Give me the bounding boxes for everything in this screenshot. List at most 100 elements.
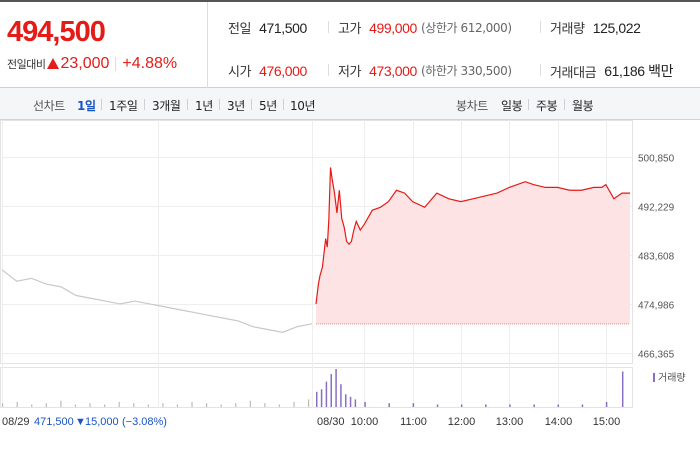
prev-volume-bar <box>118 401 120 407</box>
period-tab-3y[interactable]: 3년 <box>227 99 245 113</box>
prev-day-series <box>1 269 313 333</box>
price-change-rate: +4.88% <box>122 55 178 72</box>
volume-bar <box>354 399 357 407</box>
candle-tab-daily[interactable]: 일봉 <box>501 99 523 113</box>
divider <box>115 57 117 71</box>
volume-bar <box>388 403 390 407</box>
price-area-fill <box>316 167 630 324</box>
volume-bar <box>605 401 608 407</box>
plot-frame <box>0 120 633 364</box>
stat-amount: 거래대금 61,186 백만 <box>550 61 674 81</box>
quote-header: 494,500 전일대비 23,000 +4.88% 전일 471,500 고가… <box>0 0 700 88</box>
x-tick-label: 11:00 <box>400 416 427 428</box>
volume-bar <box>335 369 337 407</box>
footer-change: 15,000 <box>85 416 119 428</box>
stat-value: 473,000 <box>369 62 417 79</box>
period-tab-1d[interactable]: 1일 <box>77 99 96 113</box>
volume-legend-swatch <box>653 373 655 382</box>
volume-bar <box>349 396 352 407</box>
current-price: 494,500 <box>7 16 106 48</box>
period-tab-1w[interactable]: 1주일 <box>109 99 138 113</box>
divider <box>219 99 220 110</box>
volume-bar <box>340 384 342 407</box>
divider <box>540 64 541 76</box>
volume-bar <box>325 381 328 407</box>
footer-rate: (−3.08%) <box>122 416 167 428</box>
period-tab-1y[interactable]: 1년 <box>195 99 213 113</box>
volume-frame <box>0 367 633 408</box>
prev-volume-bar <box>16 401 18 407</box>
divider <box>283 99 284 110</box>
candle-chart-label: 봉차트 <box>456 99 488 113</box>
stat-high: 고가 499,000 (상한가 612,000) <box>338 18 512 38</box>
divider <box>564 99 565 110</box>
stat-sub: (상한가 612,000) <box>420 21 512 35</box>
divider <box>328 64 329 76</box>
stat-value: 125,022 <box>592 19 641 36</box>
volume-bars <box>2 369 624 407</box>
candle-tab-weekly[interactable]: 주봉 <box>536 99 558 113</box>
price-change: 전일대비 23,000 +4.88% <box>7 55 177 73</box>
y-tick-label: 500,850 <box>638 154 675 165</box>
price-area <box>316 167 630 325</box>
prev-volume-bar <box>89 403 91 407</box>
y-axis-labels: 500,850 492,229 483,608 474,986 466,365 <box>638 154 675 361</box>
intraday-price-chart: 500,850 492,229 483,608 474,986 466,365 10:0… <box>0 120 686 428</box>
divider <box>144 99 145 110</box>
volume-bar <box>509 404 511 407</box>
x-tick-label: 12:00 <box>448 416 476 428</box>
period-tab-3m[interactable]: 3개월 <box>152 99 181 113</box>
prev-volume-bar <box>45 403 47 407</box>
volume-bar <box>412 403 415 407</box>
prev-volume-bar <box>147 404 149 407</box>
up-triangle-icon <box>47 58 60 69</box>
divider <box>251 99 252 110</box>
prev-day-label: 08/29 <box>2 416 30 428</box>
stat-volume: 거래량 125,022 <box>550 18 641 38</box>
candle-tab-monthly[interactable]: 월봉 <box>572 99 594 113</box>
prev-volume-bar <box>293 401 295 407</box>
volume-bar <box>330 374 332 407</box>
period-tab-5y[interactable]: 5년 <box>259 99 277 113</box>
line-chart-label: 선차트 <box>33 99 65 113</box>
prev-volume-bar <box>104 404 106 407</box>
stat-label: 거래대금 <box>550 65 597 81</box>
period-tab-10y[interactable]: 10년 <box>290 99 316 113</box>
divider <box>528 99 529 110</box>
volume-bar <box>344 394 347 407</box>
y-tick-label: 474,986 <box>638 301 675 312</box>
divider <box>187 99 188 110</box>
stat-prev-close: 전일 471,500 <box>228 18 307 38</box>
x-axis-labels: 10:00 11:00 12:00 13:00 14:00 15:00 <box>351 416 621 428</box>
volume-bar <box>320 389 323 407</box>
volume-bar <box>621 371 624 407</box>
chart-toolbar: 선차트 1일 1주일 3개월 1년 3년 5년 10년 봉차트 일봉 주봉 월봉 <box>0 88 700 120</box>
prev-volume-bar <box>162 403 164 407</box>
stat-value: 61,186 백만 <box>604 63 674 79</box>
stat-label: 전일 <box>228 22 252 37</box>
volume-legend: 거래량 <box>658 372 686 384</box>
prev-volume-bar <box>176 404 179 407</box>
prev-volume-bar <box>206 403 208 407</box>
x-tick-label: 10:00 <box>351 416 379 428</box>
prev-volume-bar <box>220 404 222 407</box>
prev-volume-bar <box>235 403 237 407</box>
stat-sub: (하한가 330,500) <box>420 64 512 78</box>
today-label: 08/30 <box>317 416 345 428</box>
prev-volume-bar <box>278 404 281 407</box>
price-change-label: 전일대비 <box>7 58 46 71</box>
volume-bar <box>581 404 584 407</box>
prev-volume-bar <box>74 404 77 407</box>
stat-label: 고가 <box>338 22 362 37</box>
prev-volume-bar <box>264 403 266 407</box>
volume-bar <box>316 391 318 407</box>
y-tick-label: 483,608 <box>638 252 675 263</box>
y-tick-label: 466,365 <box>638 350 675 361</box>
prev-volume-bar <box>133 403 135 407</box>
price-change-value: 23,000 <box>60 55 110 72</box>
down-triangle-icon: ▼ <box>75 416 86 428</box>
x-tick-label: 15:00 <box>593 416 621 428</box>
prev-volume-bar <box>2 403 4 407</box>
footer-prev-price: 471,500 <box>34 416 74 428</box>
x-tick-label: 14:00 <box>545 416 573 428</box>
